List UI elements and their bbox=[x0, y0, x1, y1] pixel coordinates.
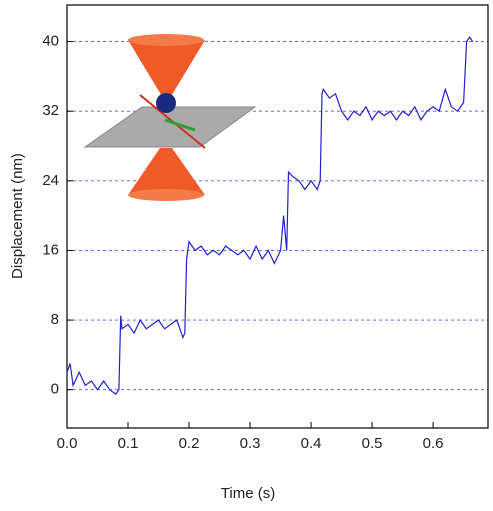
x-tick-label: 0.1 bbox=[118, 435, 139, 452]
lower-cone bbox=[128, 148, 205, 195]
filament bbox=[164, 118, 196, 132]
x-tick-label: 0.6 bbox=[423, 435, 444, 452]
upper-cone-top bbox=[128, 34, 204, 46]
x-axis-label: Time (s) bbox=[221, 485, 275, 502]
plane bbox=[83, 106, 257, 148]
plot-frame bbox=[66, 4, 489, 429]
bead bbox=[156, 93, 176, 113]
illustration bbox=[83, 34, 257, 201]
y-axis-label: Displacement (nm) bbox=[9, 153, 26, 279]
y-tick-label: 32 bbox=[42, 102, 59, 119]
x-tick-label: 0.2 bbox=[179, 435, 200, 452]
lower-cone-bottom bbox=[128, 189, 204, 201]
x-tick-label: 0.3 bbox=[240, 435, 261, 452]
y-tick-label: 24 bbox=[42, 172, 59, 189]
x-tick-label: 0.4 bbox=[301, 435, 322, 452]
x-tick-label: 0.5 bbox=[362, 435, 383, 452]
x-tick-label: 0.0 bbox=[57, 435, 78, 452]
y-tick-label: 40 bbox=[42, 33, 59, 50]
y-tick-label: 0 bbox=[51, 381, 59, 398]
upper-cone bbox=[128, 40, 205, 98]
y-tick-label: 16 bbox=[42, 241, 59, 258]
data-line bbox=[66, 36, 474, 395]
y-tick-label: 8 bbox=[51, 311, 59, 328]
